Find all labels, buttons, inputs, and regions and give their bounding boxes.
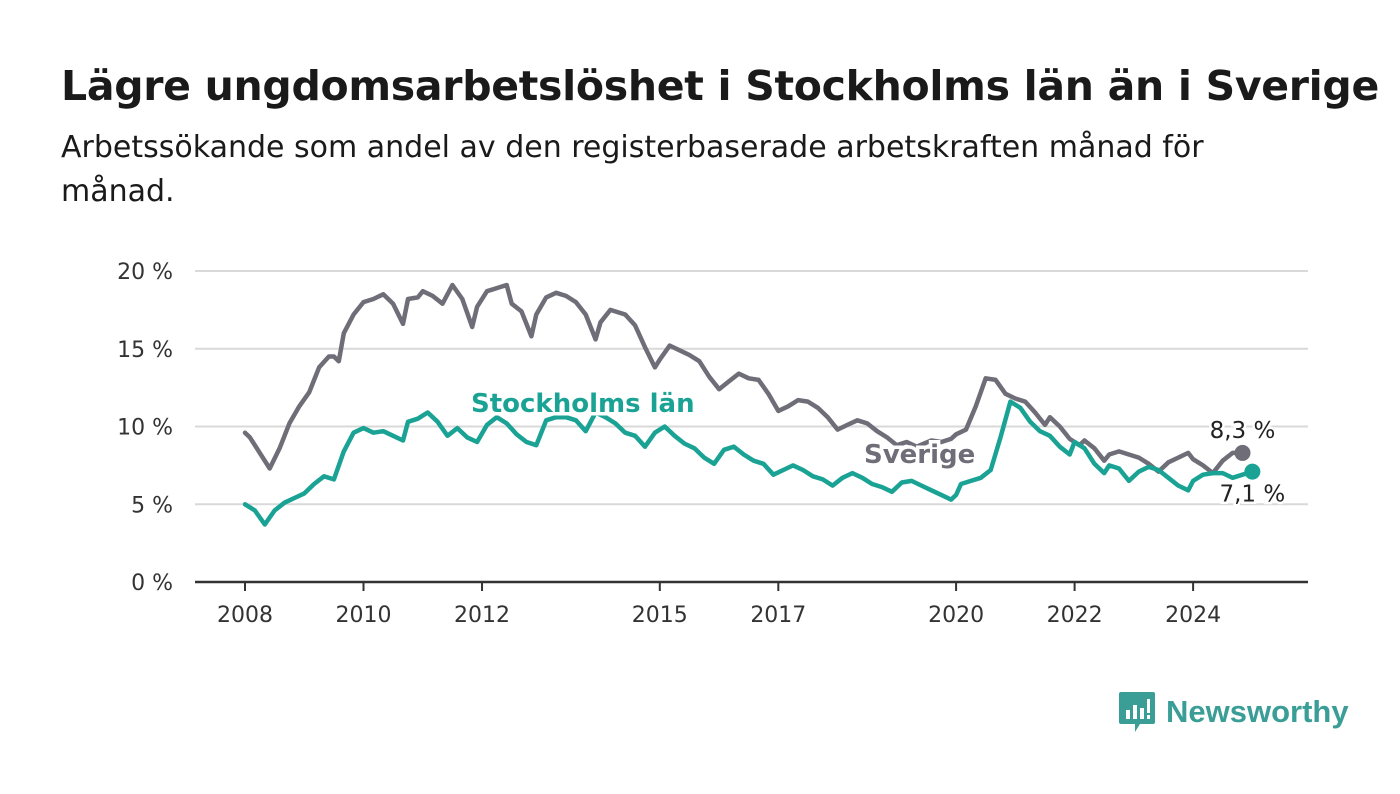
- series-labels: Stockholms län Sverige 8,3 % 7,1 %: [468, 386, 1288, 511]
- x-tick-label: 2022: [1047, 603, 1103, 628]
- x-tick-label: 2008: [217, 603, 273, 628]
- series-label-sverige: Sverige: [864, 440, 975, 470]
- series-line-sverige: [242, 282, 1245, 476]
- chart-title: Lägre ungdomsarbetslöshet i Stockholms l…: [61, 62, 1379, 110]
- x-tick-label: 2012: [454, 603, 510, 628]
- y-axis-ticks: 0 % 5 % 10 % 15 % 20 %: [117, 260, 173, 596]
- x-tick-label: 2015: [632, 603, 688, 628]
- x-tick-label: 2024: [1165, 603, 1221, 628]
- x-tick-label: 2017: [750, 603, 806, 628]
- x-tick-label: 2020: [928, 603, 984, 628]
- newsworthy-logo-icon: [1119, 692, 1155, 732]
- series-line-stockholm: [242, 399, 1255, 527]
- y-tick-label: 0 %: [131, 571, 173, 596]
- y-tick-label: 20 %: [117, 260, 173, 285]
- chart-subtitle: Arbetssökande som andel av den registerb…: [61, 130, 1204, 209]
- series-lines: [242, 282, 1261, 527]
- gridlines: [195, 270, 1308, 506]
- y-tick-label: 5 %: [131, 493, 173, 518]
- x-axis-ticks: 2008 2010 2012 2015 2017 2020 2022 2024: [217, 582, 1221, 628]
- series-end-dot: [1244, 463, 1261, 480]
- brand-name: Newsworthy: [1166, 694, 1349, 729]
- series-end-dot: [1234, 444, 1251, 461]
- end-value-label-sverige: 8,3 %: [1210, 418, 1276, 444]
- x-tick-label: 2010: [336, 603, 392, 628]
- end-value-label-stockholm: 7,1 %: [1219, 482, 1285, 508]
- brand-logo[interactable]: Newsworthy: [1118, 690, 1349, 734]
- y-tick-label: 10 %: [117, 416, 173, 441]
- y-tick-label: 15 %: [117, 338, 173, 363]
- series-label-stockholm: Stockholms län: [471, 389, 695, 419]
